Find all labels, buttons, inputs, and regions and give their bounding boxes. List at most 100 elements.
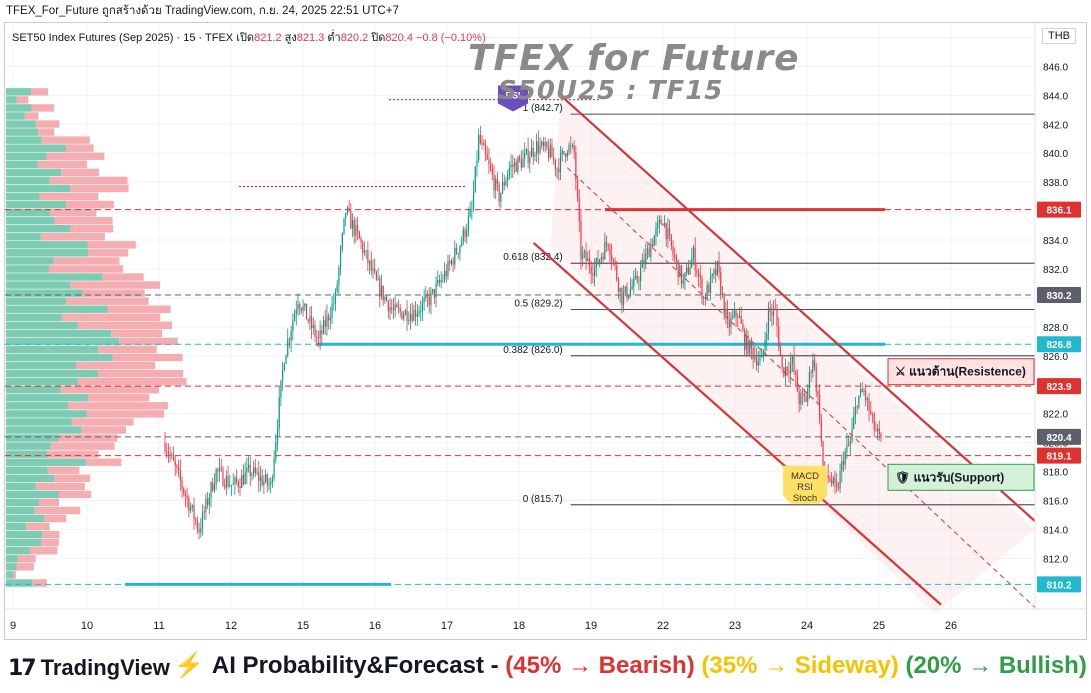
candle-body — [510, 164, 512, 168]
volume-profile-down — [98, 369, 184, 378]
tradingview-logo[interactable]: 17 TradingView — [8, 655, 170, 681]
candle-body — [408, 320, 410, 322]
volume-profile-up — [6, 265, 49, 273]
candle-body — [829, 477, 831, 481]
lightning-icon: ⚡ — [174, 652, 204, 679]
candle-body — [858, 395, 860, 408]
candle-body — [713, 269, 715, 275]
volume-profile-up — [6, 329, 112, 338]
candle-body — [571, 145, 574, 146]
candle-body — [849, 441, 851, 445]
price-tick-label: 822.0 — [1043, 410, 1068, 421]
candle-body — [331, 304, 333, 318]
candle-body — [708, 284, 710, 293]
candle-body — [686, 267, 688, 273]
currency-button[interactable]: THB — [1042, 28, 1076, 44]
candle-body — [169, 454, 171, 456]
volume-profile-up — [6, 563, 17, 571]
price-chart[interactable]: 1 (842.7) 0.618 (832.4) 0.5 (829.2) 0.382 (… — [5, 23, 1086, 639]
candle-body — [561, 150, 563, 154]
candle-body — [285, 355, 287, 364]
chart-frame[interactable]: 1 (842.7) 0.618 (832.4) 0.5 (829.2) 0.382 (… — [4, 22, 1087, 640]
candle-body — [263, 481, 265, 486]
high-value: 821.3 — [296, 32, 325, 44]
candle-body — [478, 134, 480, 161]
candle-body — [529, 157, 531, 164]
candle-body — [774, 308, 776, 310]
volume-profile-up — [6, 514, 45, 523]
volume-profile-up — [6, 579, 33, 587]
volume-profile-down — [41, 136, 90, 144]
volume-profile-up — [6, 522, 27, 531]
candle-body — [178, 467, 180, 470]
candle-body — [384, 296, 386, 301]
volume-profile-up — [6, 216, 55, 225]
candle-body — [754, 357, 756, 360]
candle-body — [232, 483, 234, 485]
candle-body — [546, 142, 548, 149]
candle-body — [222, 468, 224, 486]
candle-body — [813, 359, 816, 368]
price-tick-label: 816.0 — [1043, 496, 1068, 507]
volume-profile-down — [68, 402, 168, 410]
candle-body — [183, 488, 185, 494]
candle-body — [181, 480, 183, 489]
price-tag-label: 810.2 — [1046, 580, 1071, 591]
candle-body — [672, 246, 674, 255]
candle-body — [443, 271, 446, 280]
candle-body — [230, 484, 233, 486]
candle-body — [723, 293, 725, 315]
candle-body — [176, 465, 178, 468]
candle-body — [594, 268, 596, 276]
candle-body — [421, 302, 424, 311]
candle-body — [481, 142, 483, 144]
time-tick-label: 15 — [297, 620, 309, 632]
candle-body — [721, 293, 724, 295]
candle-body — [353, 220, 355, 236]
candle-body — [634, 275, 637, 279]
candle-body — [328, 315, 330, 321]
candle-body — [801, 392, 804, 394]
volume-profile-down — [87, 394, 150, 402]
volume-profile-down — [47, 466, 80, 474]
candle-body — [750, 340, 753, 349]
candle-body — [341, 233, 343, 249]
candle-body — [696, 269, 698, 274]
candle-body — [435, 283, 437, 298]
volume-profile-down — [16, 96, 29, 104]
candle-body — [846, 444, 848, 452]
volume-profile-up — [6, 273, 103, 281]
rsi-badge — [498, 85, 528, 112]
candle-body — [333, 303, 335, 305]
candle-body — [766, 333, 768, 341]
volume-profile-down — [71, 418, 134, 426]
candle-body — [362, 242, 364, 254]
candle-body — [537, 141, 539, 153]
close-label: ปิด — [371, 32, 386, 44]
candle-body — [720, 272, 722, 295]
candle-body — [319, 330, 321, 339]
candle-body — [467, 216, 470, 231]
candle-body — [641, 259, 643, 268]
candle-body — [848, 444, 850, 446]
candle-body — [166, 451, 168, 453]
price-tick-label: 832.0 — [1043, 265, 1068, 276]
candle-body — [469, 209, 471, 217]
candle-body — [189, 507, 192, 512]
volume-profile-up — [6, 152, 47, 160]
volume-profile-up — [6, 337, 120, 346]
candle-body — [790, 363, 792, 374]
candle-body — [614, 260, 616, 266]
candle-body — [692, 247, 695, 259]
candle-body — [868, 398, 870, 411]
volume-profile-down — [82, 289, 145, 297]
candle-body — [311, 315, 313, 328]
volume-profile-up — [6, 297, 67, 305]
volume-profile-down — [35, 120, 60, 128]
candle-body — [215, 469, 217, 485]
candle-body — [776, 308, 778, 327]
candle-body — [640, 267, 642, 281]
candle-body — [367, 250, 369, 264]
tradingview-logo-text: TradingView — [40, 655, 170, 680]
candle-body — [761, 356, 763, 358]
